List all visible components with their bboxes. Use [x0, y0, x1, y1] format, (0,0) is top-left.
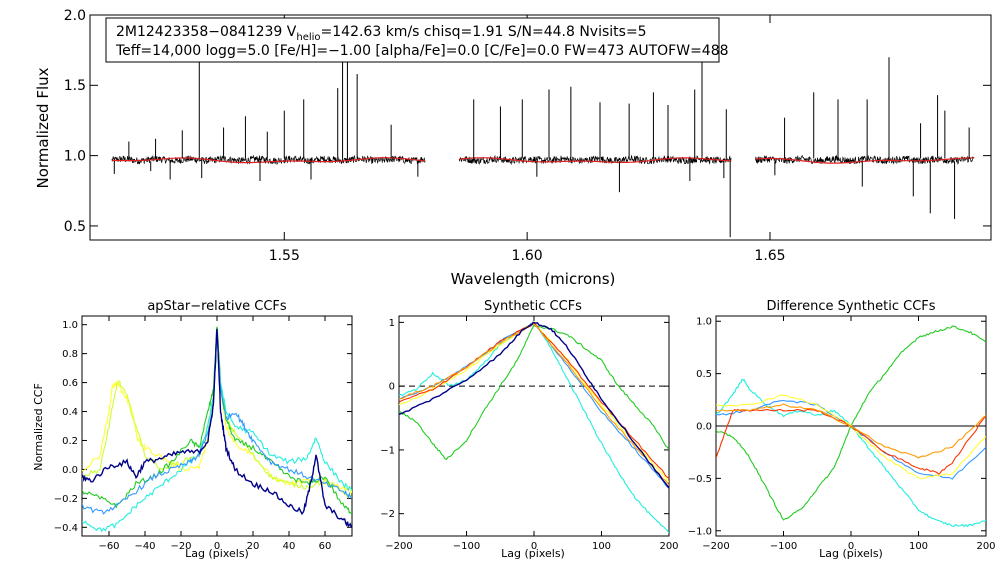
synthetic-ccf-y-tick-label: 0 [389, 382, 395, 393]
difference-ccf-series-red [716, 408, 986, 475]
difference-ccf-series-orange [716, 403, 986, 459]
synthetic-ccf-series-blue [399, 322, 669, 489]
synthetic-ccf-ticks: −200 −100 0 100 200 −2 −1 0 1 [380, 316, 679, 552]
spectrum-y-tick-label: 1.5 [64, 78, 86, 94]
info-line-1-subscript: helio [296, 32, 320, 43]
synthetic-ccf-plot-frame [398, 315, 670, 537]
apstar-ccf-series-group [82, 326, 352, 533]
apstar-ccf-y-tick-label: −0.4 [54, 523, 78, 534]
difference-ccf-y-tick-label: 0.0 [696, 422, 712, 433]
apstar-ccf-panel: apStar−relative CCFs −60 −40 −20 0 20 40 60 −0.… [32, 299, 353, 560]
info-line-2: Teff=14,000 logg=5.0 [Fe/H]=−1.00 [alpha… [115, 43, 729, 59]
spectrum-ticks: 1.55 1.60 1.65 0.5 1.0 1.5 2.0 [64, 8, 991, 264]
difference-ccf-series-green [716, 325, 986, 521]
synthetic-ccf-lines [399, 320, 669, 534]
apstar-ccf-y-tick-label: 0.8 [62, 349, 78, 360]
difference-ccf-panel: Difference Synthetic CCFs −200 −100 0 100 20… [688, 299, 996, 560]
spectrum-y-tick-label: 1.0 [64, 149, 86, 165]
spectrum-plot-frame [89, 14, 992, 241]
apstar-ccf-x-tick-label: 60 [319, 541, 332, 552]
difference-ccf-y-tick-label: −1.0 [688, 526, 712, 537]
apstar-ccf-y-tick-label: 1.0 [62, 320, 78, 331]
difference-ccf-y-tick-label: 1.0 [696, 317, 712, 328]
spectrum-model-segment [755, 157, 974, 164]
difference-ccf-x-tick-label: 200 [976, 541, 995, 552]
difference-ccf-x-axis-label: Lag (pixels) [819, 547, 883, 560]
difference-ccf-title: Difference Synthetic CCFs [766, 299, 935, 314]
apstar-ccf-series-yellow [82, 330, 352, 495]
difference-ccf-y-tick-label: 0.5 [696, 369, 712, 380]
apstar-ccf-plot-frame [81, 315, 353, 537]
apstar-ccf-series-navy [82, 328, 352, 528]
apstar-ccf-ticks: −60 −40 −20 0 20 40 60 −0.4 −0.2 0.0 0.2 0.4 0.6 0.8 1… [54, 316, 352, 552]
spectrum-model-segment [459, 157, 732, 163]
synthetic-ccf-series-group [399, 320, 669, 534]
info-line-1: 2M12423358−0841239 Vhelio=142.63 km/s ch… [116, 24, 647, 43]
spectrum-observed-segment [755, 154, 975, 165]
spectrum-x-tick-label: 1.65 [754, 248, 785, 264]
apstar-ccf-y-tick-label: 0.2 [62, 436, 78, 447]
apstar-ccf-y-tick-label: 0.4 [62, 407, 78, 418]
difference-ccf-x-tick-label: 0 [848, 541, 854, 552]
synthetic-ccf-series-navy [399, 321, 669, 489]
spectrum-y-axis-label: Normalized Flux [34, 67, 52, 188]
synthetic-ccf-x-tick-label: 200 [659, 541, 678, 552]
apstar-ccf-x-tick-label: 0 [214, 541, 220, 552]
spectrum-y-tick-label: 0.5 [64, 219, 86, 235]
apstar-ccf-x-tick-label: −60 [98, 541, 119, 552]
synthetic-ccf-series-red [399, 321, 669, 480]
spectrum-observed-segment [111, 154, 426, 166]
synthetic-ccf-x-tick-label: −200 [385, 541, 412, 552]
synthetic-ccf-y-tick-label: −2 [380, 509, 395, 520]
synthetic-ccf-series-orange [399, 323, 669, 486]
info-line-1-prefix: 2M12423358−0841239 V [116, 24, 297, 40]
apstar-ccf-x-tick-label: 20 [247, 541, 260, 552]
spectrum-y-tick-label: 2.0 [64, 8, 86, 24]
difference-ccf-x-tick-label: −200 [702, 541, 729, 552]
difference-ccf-y-tick-label: −0.5 [688, 474, 712, 485]
synthetic-ccf-x-tick-label: −100 [453, 541, 480, 552]
spectrum-observed-segment [458, 154, 732, 166]
apstar-ccf-x-axis-label: Lag (pixels) [185, 547, 249, 560]
apstar-ccf-series-lime [82, 327, 352, 499]
apstar-ccf-lines [82, 326, 352, 533]
synthetic-ccf-x-axis-label: Lag (pixels) [501, 547, 565, 560]
synthetic-ccf-x-tick-label: 100 [592, 541, 611, 552]
apstar-ccf-x-tick-label: −40 [134, 541, 155, 552]
synthetic-ccf-y-tick-label: −1 [380, 445, 395, 456]
apstar-ccf-series-green [82, 326, 352, 514]
spectrum-x-tick-label: 1.55 [269, 248, 300, 264]
apstar-ccf-series-cyan [82, 338, 352, 533]
difference-ccf-lines [716, 325, 986, 528]
synthetic-ccf-series-yellow [399, 320, 669, 483]
difference-ccf-x-tick-label: −100 [770, 541, 797, 552]
info-line-1-suffix: =142.63 km/s chisq=1.91 S/N=44.8 Nvisits… [321, 24, 647, 40]
synthetic-ccf-y-tick-label: 1 [389, 318, 395, 329]
apstar-ccf-title: apStar−relative CCFs [147, 299, 287, 314]
apstar-ccf-y-tick-label: 0.6 [62, 378, 78, 389]
difference-ccf-ticks: −200 −100 0 100 200 −1.0 −0.5 0.0 0.5 1.0 [688, 316, 996, 552]
synthetic-ccf-panel: Synthetic CCFs −200 −100 0 100 200 −2 −1 0 1 Lag… [380, 299, 678, 560]
synthetic-ccf-series-cyan [399, 321, 669, 534]
difference-ccf-x-tick-label: 100 [909, 541, 928, 552]
spectrum-panel: 1.55 1.60 1.65 0.5 1.0 1.5 2.0 Wavelength (mic… [34, 8, 992, 288]
spectrum-x-axis-label: Wavelength (microns) [451, 270, 616, 288]
spectrum-model-segment [111, 157, 426, 164]
synthetic-ccf-series-green [399, 324, 669, 461]
spectrum-x-tick-label: 1.60 [512, 248, 543, 264]
apstar-ccf-y-axis-label: Normalized CCF [32, 383, 45, 471]
synthetic-ccf-title: Synthetic CCFs [484, 299, 582, 314]
apstar-ccf-x-tick-label: 40 [283, 541, 296, 552]
spectrum-info-box [105, 17, 720, 63]
difference-ccf-series-cyan [716, 378, 986, 528]
apstar-ccf-y-tick-label: 0.0 [62, 465, 78, 476]
difference-ccf-series-group [716, 325, 986, 528]
synthetic-ccf-x-tick-label: 0 [531, 541, 537, 552]
apstar-ccf-y-tick-label: −0.2 [54, 494, 78, 505]
apstar-ccf-x-tick-label: −20 [170, 541, 191, 552]
difference-ccf-series-yellow [716, 394, 986, 480]
